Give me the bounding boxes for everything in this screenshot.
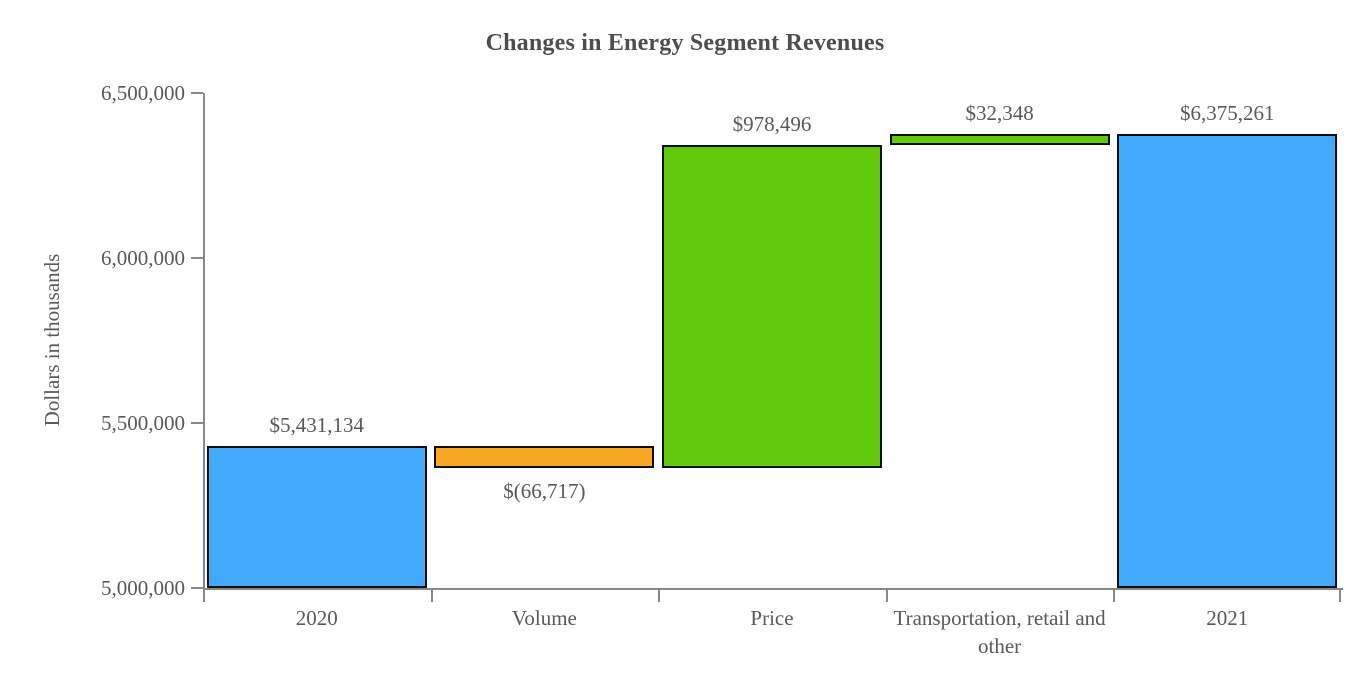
x-tick-label-transportation-retail-and-other: Transportation, retail and other (893, 606, 1106, 658)
y-tick-label-6-500-000: 6,500,000 (101, 81, 185, 105)
y-tick-mark (191, 92, 203, 94)
value-label-price: $978,496 (732, 111, 812, 136)
x-tick-label-2020: 2020 (295, 606, 338, 630)
value-label-transportation-retail-and-other: $32,348 (965, 101, 1034, 126)
bar-transportation-retail-and-other (889, 134, 1110, 145)
y-tick-mark (191, 257, 203, 259)
value-label-2020: $5,431,134 (269, 412, 365, 437)
x-tick-mark (1113, 590, 1115, 602)
y-axis-title: Dollars in thousands (40, 253, 64, 427)
y-tick-label-5-000-000: 5,000,000 (101, 576, 185, 600)
x-tick-mark (203, 590, 205, 602)
x-tick-label-2021: 2021 (1206, 606, 1249, 630)
x-tick-label-volume: Volume (511, 606, 577, 630)
x-tick-mark (431, 590, 433, 602)
y-tick-label-6-000-000: 6,000,000 (101, 246, 185, 270)
y-tick-label-5-500-000: 5,500,000 (101, 411, 185, 435)
bar-volume (434, 445, 655, 468)
x-tick-label-price: Price (750, 606, 794, 630)
bar-2020 (206, 445, 427, 588)
plot-area (203, 93, 1343, 590)
bar-price (662, 144, 882, 468)
value-label-2021: $6,375,261 (1179, 101, 1275, 126)
bar-2021 (1117, 134, 1338, 588)
chart-title: Changes in Energy Segment Revenues (485, 30, 885, 56)
x-tick-mark (1339, 590, 1341, 602)
y-tick-mark (191, 422, 203, 424)
x-tick-mark (658, 590, 660, 602)
x-tick-mark (886, 590, 888, 602)
y-tick-mark (191, 587, 203, 589)
value-label-volume: $(66,717) (503, 478, 586, 503)
